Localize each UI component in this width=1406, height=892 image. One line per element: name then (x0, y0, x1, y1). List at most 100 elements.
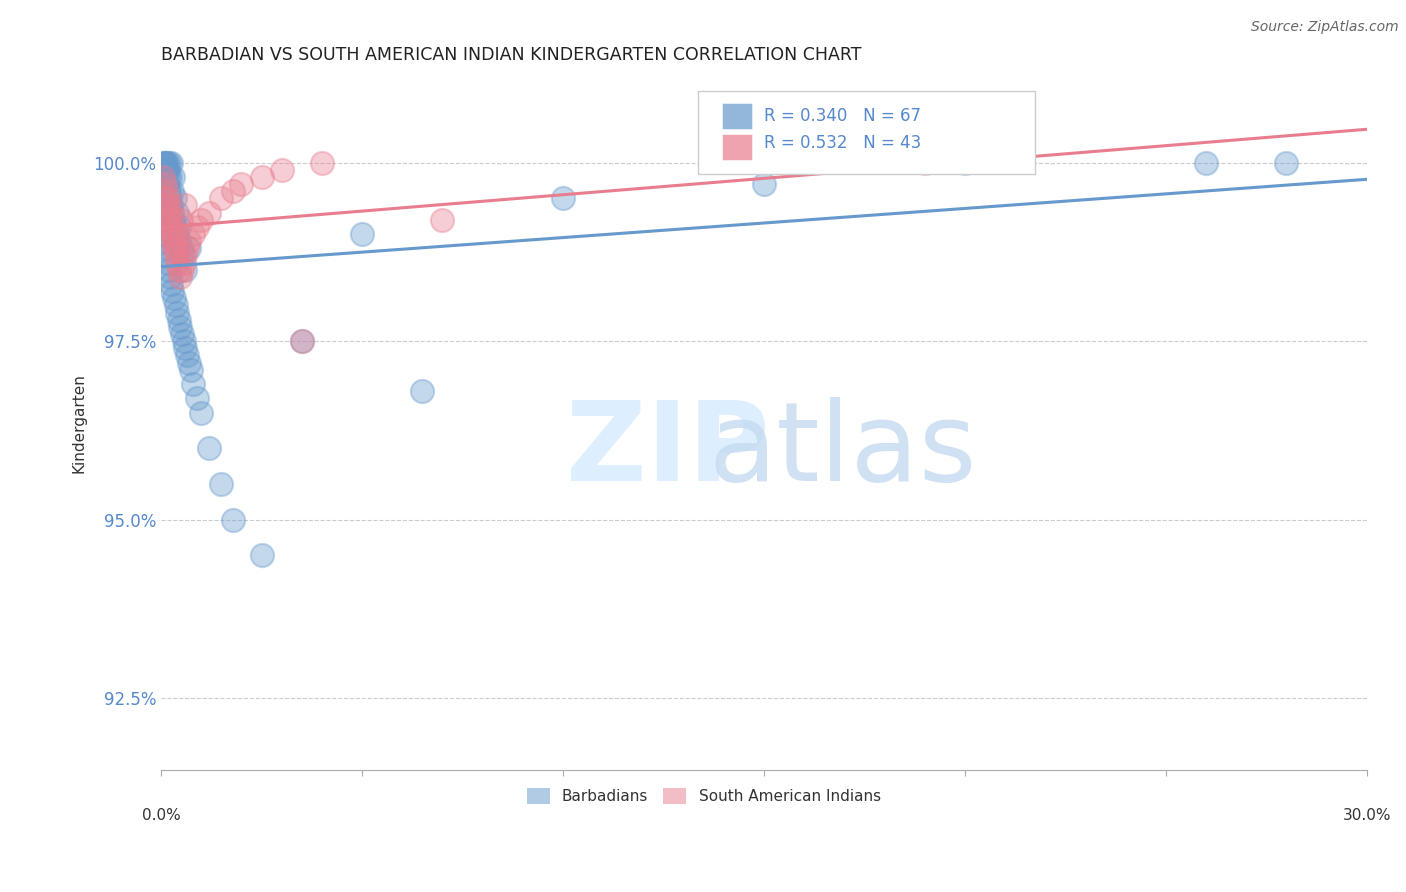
Point (160, 277, 183, 291)
Point (165, 298, 187, 312)
Text: R = 0.340   N = 67: R = 0.340 N = 67 (763, 107, 921, 126)
Point (169, 319, 191, 334)
Text: ZIP: ZIP (565, 398, 769, 505)
Point (157, 184, 180, 198)
Point (250, 169, 273, 184)
Point (231, 177, 253, 191)
Point (155, 234, 177, 248)
Text: BARBADIAN VS SOUTH AMERICAN INDIAN KINDERGARTEN CORRELATION CHART: BARBADIAN VS SOUTH AMERICAN INDIAN KINDE… (162, 46, 862, 64)
Point (162, 205, 184, 219)
Point (162, 169, 184, 184)
Point (157, 205, 180, 219)
Point (159, 212, 181, 227)
Point (153, 155, 176, 169)
Point (159, 169, 181, 184)
Point (167, 234, 190, 248)
Point (270, 162, 292, 177)
Point (198, 442, 221, 456)
Point (222, 513, 245, 527)
Point (1275, 155, 1298, 169)
Point (157, 155, 180, 169)
Point (163, 291, 186, 305)
Text: Source: ZipAtlas.com: Source: ZipAtlas.com (1251, 20, 1399, 34)
Point (209, 477, 232, 491)
Point (160, 198, 183, 212)
Point (167, 312, 190, 326)
Point (169, 269, 191, 284)
Point (162, 227, 184, 241)
Point (181, 227, 204, 241)
Point (155, 241, 177, 255)
Point (167, 262, 190, 277)
Point (159, 212, 181, 227)
Point (153, 155, 176, 169)
Text: atlas: atlas (709, 398, 977, 505)
Point (162, 284, 184, 298)
Point (166, 255, 188, 269)
Point (165, 219, 187, 234)
Point (152, 155, 174, 169)
FancyBboxPatch shape (697, 91, 1035, 174)
Point (180, 362, 202, 376)
Point (179, 241, 201, 255)
Point (153, 219, 176, 234)
Point (155, 184, 177, 198)
Point (250, 549, 273, 563)
Point (167, 219, 190, 234)
Point (291, 334, 314, 348)
Point (198, 205, 221, 219)
Point (209, 191, 232, 205)
Point (176, 241, 198, 255)
Point (153, 169, 176, 184)
Point (156, 198, 179, 212)
Point (179, 234, 201, 248)
Point (170, 326, 193, 341)
Point (752, 177, 775, 191)
Point (190, 212, 212, 227)
Point (311, 155, 333, 169)
Point (432, 212, 454, 227)
Point (170, 262, 193, 277)
Point (153, 227, 176, 241)
Point (156, 155, 179, 169)
Point (174, 248, 197, 262)
Point (162, 234, 184, 248)
Point (156, 177, 179, 191)
Point (165, 234, 187, 248)
Point (166, 227, 188, 241)
Text: R = 0.532   N = 43: R = 0.532 N = 43 (763, 134, 921, 152)
Point (157, 205, 180, 219)
Point (163, 241, 186, 255)
Point (162, 212, 184, 227)
Point (153, 177, 176, 191)
Y-axis label: Kindergarten: Kindergarten (72, 373, 86, 473)
Point (291, 334, 314, 348)
Point (551, 191, 574, 205)
Point (186, 219, 208, 234)
Text: 30.0%: 30.0% (1343, 808, 1391, 823)
Point (153, 191, 176, 205)
Point (222, 184, 245, 198)
Point (156, 169, 179, 184)
Point (160, 219, 183, 234)
Point (166, 205, 188, 219)
FancyBboxPatch shape (721, 103, 752, 128)
Point (159, 269, 181, 284)
Point (159, 262, 181, 277)
Point (176, 348, 198, 362)
Point (157, 198, 180, 212)
Point (953, 155, 976, 169)
Point (181, 376, 204, 391)
FancyBboxPatch shape (721, 134, 752, 160)
Point (162, 227, 184, 241)
Point (160, 219, 183, 234)
Point (172, 248, 194, 262)
Point (170, 241, 193, 255)
Point (174, 341, 197, 355)
Point (174, 262, 197, 277)
Point (152, 205, 174, 219)
Point (914, 155, 936, 169)
Point (157, 162, 180, 177)
Point (173, 334, 195, 348)
Point (190, 405, 212, 419)
